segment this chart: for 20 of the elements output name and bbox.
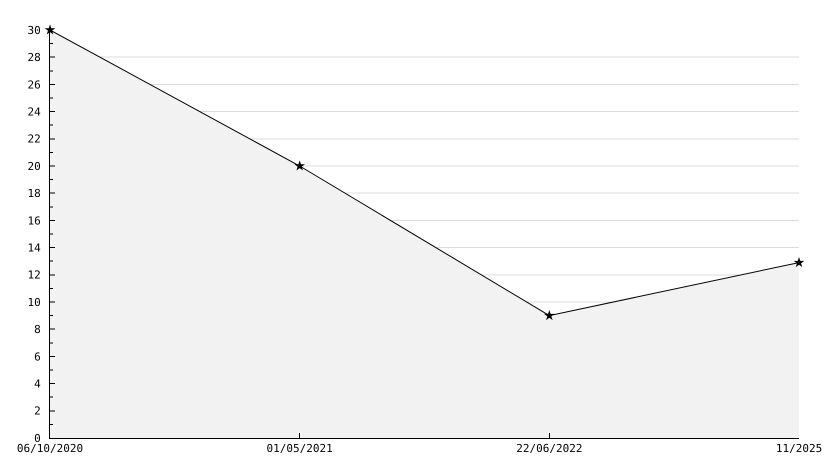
- x-tick-label: 01/05/2021: [266, 442, 333, 456]
- y-tick-label: 10: [28, 296, 41, 309]
- x-tick-label: 11/2025: [776, 442, 822, 456]
- y-tick-label: 6: [34, 350, 41, 364]
- y-tick-label: 30: [28, 24, 41, 37]
- y-tick-label: 4: [34, 377, 42, 390]
- y-tick-label: 22: [28, 132, 41, 146]
- y-tick-label: 18: [28, 187, 41, 200]
- y-tick-label: 20: [28, 160, 41, 173]
- y-tick-label: 14: [28, 241, 42, 254]
- y-tick-label: 26: [28, 78, 41, 92]
- y-tick-label: 12: [28, 268, 41, 282]
- x-tick-label: 22/06/2022: [516, 442, 582, 456]
- y-tick-label: 8: [34, 323, 41, 336]
- y-tick-label: 24: [28, 105, 42, 118]
- y-tick-label: 28: [28, 51, 41, 64]
- y-tick-label: 16: [28, 214, 41, 228]
- y-tick-label: 0: [34, 432, 41, 445]
- y-tick-label: 2: [34, 404, 41, 418]
- x-tick-label: 06/10/2020: [16, 442, 84, 456]
